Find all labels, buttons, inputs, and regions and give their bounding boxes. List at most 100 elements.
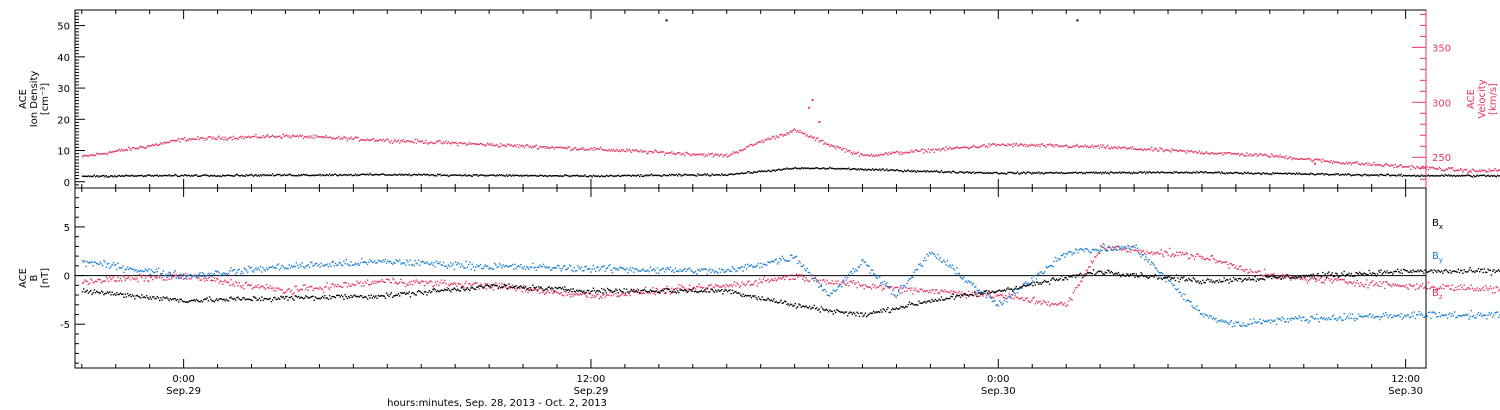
density-series-point [511,174,514,176]
density-series-point [845,168,848,170]
bz-series-point [435,283,438,286]
bz-series-point [1063,304,1065,306]
density-series-point [1108,173,1110,175]
velocity-series-point [639,151,641,153]
velocity-series-point [802,133,805,135]
bz-series-point [254,286,256,288]
bz-series-point [237,285,239,287]
velocity-series-point [812,137,814,139]
velocity-series-point [672,153,674,155]
velocity-series-point [634,150,636,152]
velocity-series-point [837,146,839,148]
density-series-point [198,175,200,177]
density-series-point [988,172,990,174]
density-series-point [1344,173,1347,175]
density-series-point [1288,172,1291,175]
velocity-series-point [292,134,294,136]
density-series-point [371,174,374,176]
velocity-series-point [119,150,122,152]
velocity-series-point [508,143,510,145]
bz-series-point [933,292,935,295]
density-series-point [1405,175,1407,177]
velocity-series-point [957,147,959,149]
velocity-series-point [1486,171,1488,173]
bz-series-point [251,288,254,290]
velocity-series-point [912,151,914,153]
velocity-series-point [963,146,965,148]
velocity-series-point [178,138,180,140]
velocity-series-point [141,146,143,148]
density-series-point [938,171,940,174]
density-series-point [927,170,930,173]
velocity-series-point [560,146,562,149]
bz-series-point [328,288,331,291]
bz-series-point [390,282,393,284]
velocity-series-point [567,146,570,148]
velocity-series-point [615,150,617,152]
velocity-series-point [926,151,928,153]
velocity-series-point [515,145,517,148]
velocity-series-point [337,137,339,139]
velocity-series-point [1155,148,1158,150]
velocity-series-point [409,141,412,143]
velocity-series-point [294,135,296,137]
density-series-point [438,174,440,176]
bz-series-point [1041,302,1044,304]
bz-series-point [86,280,88,282]
velocity-series-point [1059,145,1061,147]
velocity-series-point [1079,145,1082,147]
velocity-series-point [1330,160,1332,162]
bz-series-point [583,292,585,294]
density-series-point [1107,172,1109,174]
velocity-series-point [848,150,850,152]
velocity-series-point [92,154,94,156]
velocity-series-point [909,151,912,153]
velocity-series-point [711,152,713,155]
bz-series-point [672,291,674,294]
velocity-series-point [841,149,843,151]
density-series-point [1249,172,1252,175]
density-series-point [1417,174,1419,177]
velocity-series-point [566,148,568,150]
velocity-series-point [737,152,739,154]
density-series-point [856,169,858,171]
bz-series-point [112,276,115,278]
bz-series-point [1016,296,1019,299]
density-series-point [1291,173,1293,175]
velocity-series-point [263,136,265,139]
velocity-series-point [1072,145,1074,147]
bz-series-point [798,274,800,276]
density-series-point [1025,173,1027,175]
density-series-point [327,174,330,177]
density-series-point [981,171,983,174]
velocity-series-point [785,134,787,136]
density-series-point [669,174,672,177]
density-series-point [1008,171,1010,174]
density-series-point [1147,171,1149,174]
velocity-series-point [636,150,638,152]
density-series-point [900,169,902,172]
density-series-point [943,171,945,174]
bz-series-point [560,292,562,294]
bz-series-point [788,279,791,281]
density-series-point [564,174,566,176]
velocity-series-point [1133,148,1135,150]
density-series-point [172,175,174,177]
velocity-series-point [1267,155,1269,158]
velocity-series-point [1337,161,1339,164]
bz-series-point [507,288,509,290]
velocity-series-point [744,148,747,150]
bz-series-point [265,283,268,286]
velocity-series-point [908,152,911,154]
density-series-point [636,174,638,177]
velocity-series-point [896,151,899,153]
bz-series-point [414,281,416,284]
density-series-point [208,175,211,177]
velocity-series-point [440,142,442,144]
velocity-series-point [1061,146,1064,148]
density-series-point [103,174,105,177]
density-series-point [1083,172,1085,174]
velocity-series-point [1444,169,1446,171]
density-series-point [245,173,248,176]
density-series-point [1181,171,1184,174]
